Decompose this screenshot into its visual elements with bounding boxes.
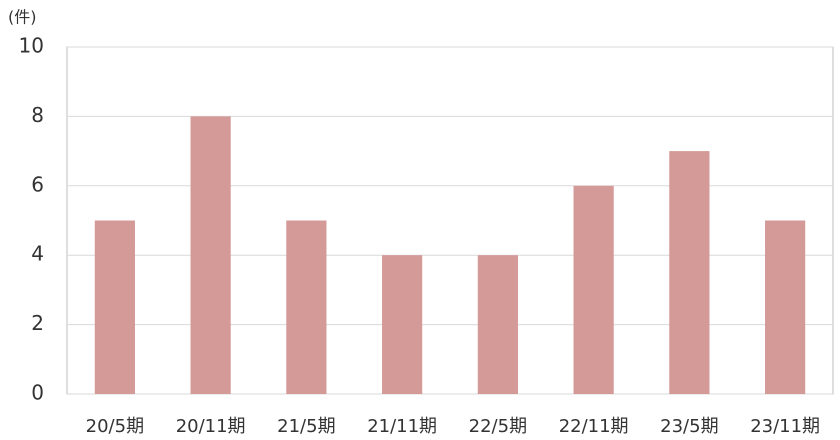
bar: [382, 255, 423, 394]
bar: [573, 185, 614, 394]
bar: [669, 151, 710, 394]
x-tick-label: 23/11期: [750, 416, 820, 437]
y-tick-label: 2: [31, 311, 44, 335]
y-tick-label: 0: [31, 381, 44, 405]
bar: [477, 255, 518, 394]
y-tick-label: 8: [31, 103, 44, 127]
x-tick-label: 22/5期: [469, 416, 527, 437]
x-tick-label: 20/11期: [176, 416, 246, 437]
y-tick-label: 4: [31, 242, 44, 266]
x-tick-label: 22/11期: [559, 416, 629, 437]
x-tick-label: 20/5期: [86, 416, 144, 437]
y-axis-label: (件): [8, 8, 37, 27]
bar: [94, 220, 135, 394]
x-tick-label: 23/5期: [660, 416, 718, 437]
y-tick-label: 6: [31, 172, 44, 196]
x-tick-label: 21/11期: [367, 416, 437, 437]
bar: [765, 220, 806, 394]
bar: [286, 220, 327, 394]
bar: [190, 116, 231, 395]
x-tick-label: 21/5期: [277, 416, 335, 437]
plot-area: [66, 46, 834, 395]
y-tick-label: 10: [19, 34, 44, 58]
